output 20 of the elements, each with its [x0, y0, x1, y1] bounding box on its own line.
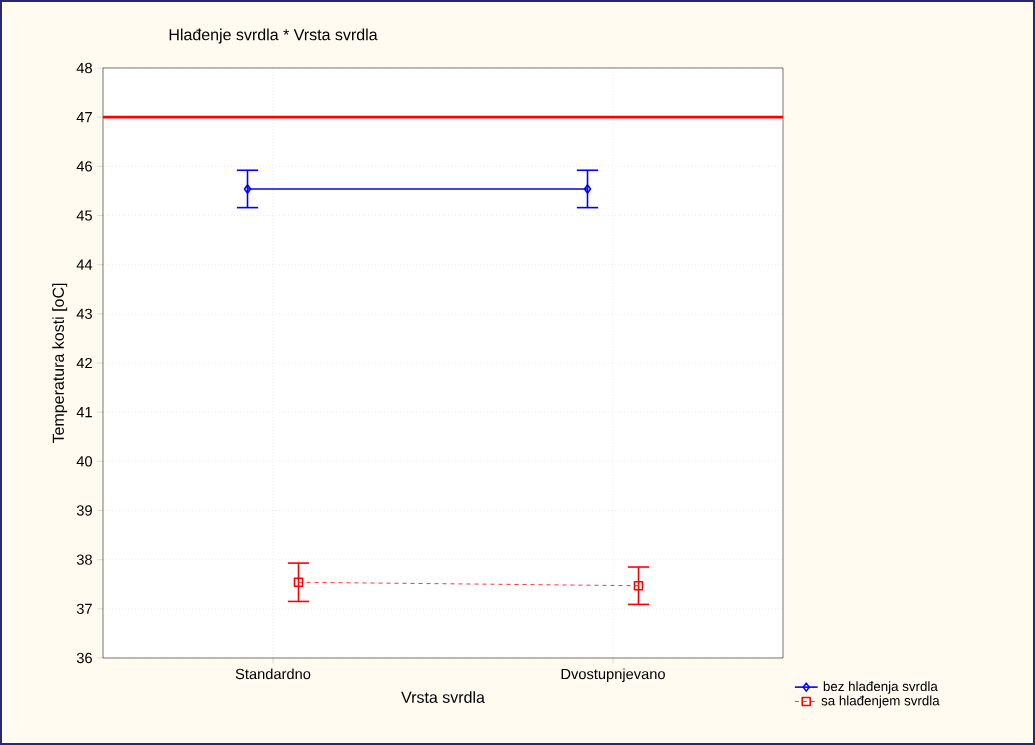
y-tick-label: 47 — [76, 112, 92, 123]
y-tick-label: 48 — [76, 62, 92, 74]
chart-title: Hlađenje svrdla * Vrsta svrdla — [169, 28, 378, 44]
y-tick-label: 43 — [76, 308, 92, 320]
y-tick-label: 37 — [76, 603, 92, 615]
y-tick-label: 46 — [76, 161, 92, 172]
legend-label: bez hlađenja svrdla — [823, 681, 938, 694]
y-axis-title: Temperatura kosti [oC] — [52, 283, 68, 444]
y-tick-label: 36 — [76, 652, 92, 664]
y-tick-label: 41 — [76, 407, 92, 418]
y-tick-label: 44 — [76, 259, 93, 270]
y-tick-label: 40 — [76, 456, 93, 467]
y-tick-label: 39 — [76, 505, 92, 516]
x-tick-label: Standardno — [235, 668, 311, 680]
y-tick-label: 38 — [76, 554, 92, 565]
legend-label: sa hlađenjem svrdla — [821, 695, 940, 709]
y-tick-label: 42 — [76, 357, 92, 369]
x-tick-label: Dvostupnjevano — [561, 668, 665, 683]
x-axis-title: Vrsta svrdla — [401, 691, 485, 703]
y-tick-label: 45 — [76, 210, 92, 221]
